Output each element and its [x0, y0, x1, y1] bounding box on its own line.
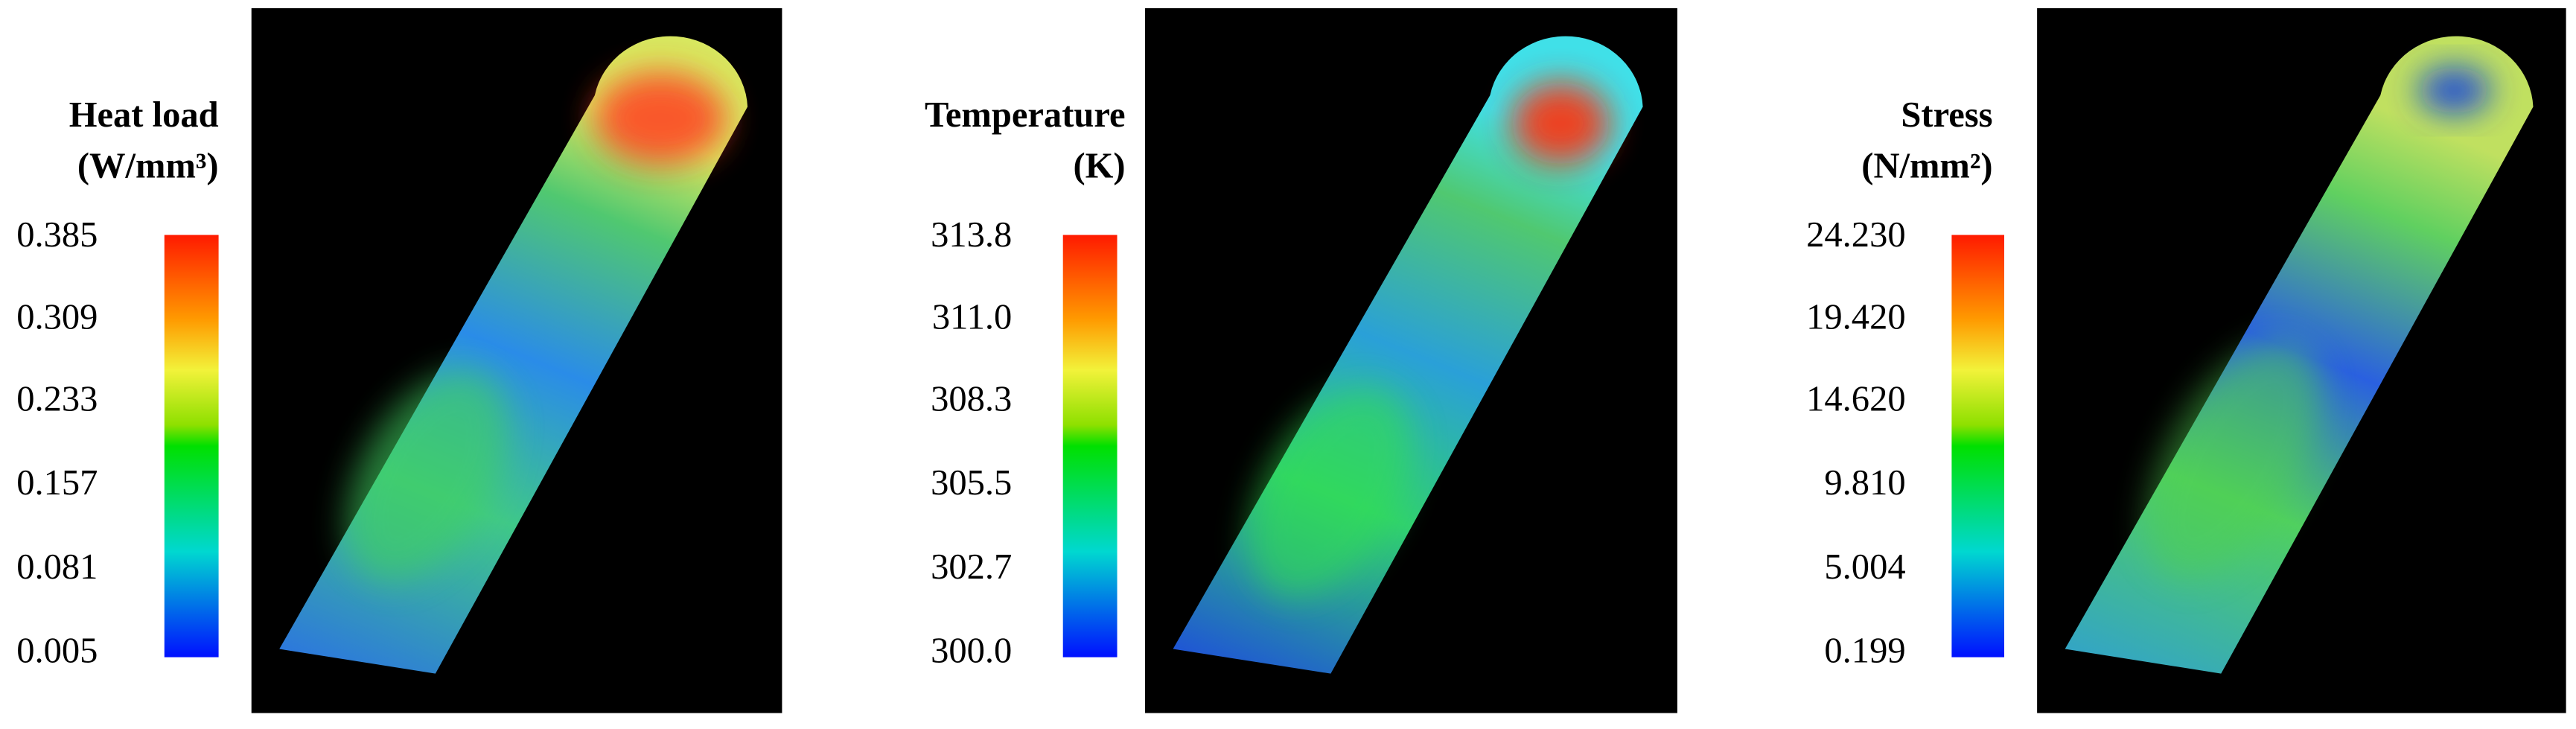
colorbar-tick-label: 313.8	[931, 215, 1012, 255]
heat-load-field	[279, 36, 748, 674]
colorbar-tick-label: 9.810	[1824, 463, 1905, 503]
colorbar-tick-label: 311.0	[932, 297, 1012, 337]
colorbar-tick-label: 300.0	[931, 631, 1012, 670]
colorbar-tick-label: 0.005	[16, 631, 98, 670]
legend-unit: (W/mm³)	[77, 146, 219, 185]
temperature-field	[1173, 36, 1643, 674]
colorbar-tick-label: 14.620	[1806, 380, 1905, 419]
colorbar-tick-label: 0.199	[1824, 631, 1905, 670]
legend-title: Temperature	[925, 95, 1126, 135]
colorbar-tick-label: 19.420	[1806, 297, 1905, 337]
colorbar	[1062, 235, 1118, 658]
legend-title: Stress	[1901, 95, 1992, 135]
stress-field	[2065, 36, 2534, 674]
colorbar-tick-label: 302.7	[931, 547, 1012, 587]
colorbar	[164, 235, 219, 658]
colorbar-tick-label: 305.5	[931, 463, 1012, 503]
legend-title: Heat load	[69, 95, 219, 135]
colorbar-tick-label: 5.004	[1824, 547, 1905, 587]
colorbar-tick-label: 24.230	[1806, 215, 1905, 255]
colorbar-tick-label: 308.3	[931, 380, 1012, 419]
colorbar-tick-label: 0.081	[16, 547, 98, 587]
colorbar-tick-label: 0.309	[16, 297, 98, 337]
legend-unit: (K)	[1073, 146, 1125, 185]
colorbar	[1951, 235, 2005, 658]
colorbar-tick-label: 0.385	[16, 215, 98, 255]
colorbar-tick-label: 0.157	[16, 463, 98, 503]
legend-unit: (N/mm²)	[1861, 146, 1992, 185]
colorbar-tick-label: 0.233	[16, 380, 98, 419]
